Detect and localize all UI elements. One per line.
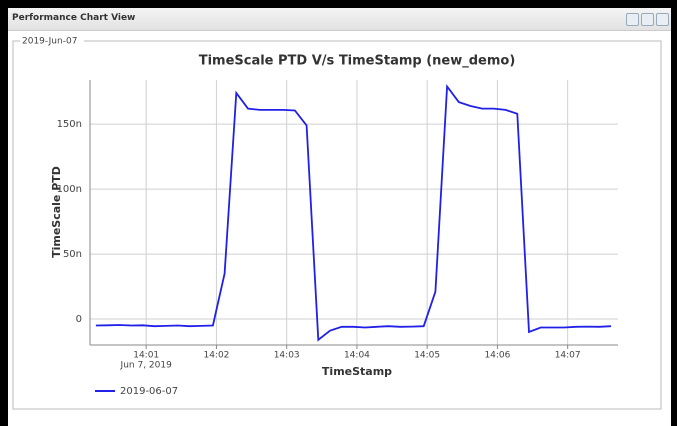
y-tick-label: 0: [76, 314, 82, 325]
panel-header: Performance Chart View: [8, 8, 671, 31]
x-tick-label: 14:04: [344, 351, 370, 361]
x-tick-label: 14:06: [484, 351, 510, 361]
y-tick-label: 150n: [57, 119, 82, 130]
group-label-bg: [20, 35, 84, 47]
x-date-label: Jun 7, 2019: [120, 361, 173, 371]
legend-label: 2019-06-07: [120, 386, 178, 397]
x-tick-label: 14:01: [133, 351, 159, 361]
print-icon[interactable]: [641, 13, 654, 26]
panel-title: Performance Chart View: [12, 13, 136, 23]
y-axis-label: TimeScale PTD: [50, 166, 63, 258]
zoom-icon[interactable]: [626, 13, 639, 26]
y-tick-label: 100n: [57, 184, 82, 195]
x-axis-label: TimeStamp: [322, 365, 392, 378]
series-line: [95, 83, 612, 342]
group-box: [12, 40, 662, 410]
chart-title: TimeScale PTD V/s TimeStamp (new_demo): [199, 54, 516, 69]
x-tick-label: 14:05: [414, 351, 440, 361]
group-label: 2019-Jun-07: [22, 37, 77, 47]
x-tick-label: 14:03: [274, 351, 300, 361]
x-tick-label: 14:02: [203, 351, 229, 361]
export-icon[interactable]: [656, 13, 669, 26]
x-tick-label: 14:07: [555, 351, 581, 361]
y-tick-label: 50n: [63, 249, 82, 260]
plot-area: [90, 80, 618, 345]
